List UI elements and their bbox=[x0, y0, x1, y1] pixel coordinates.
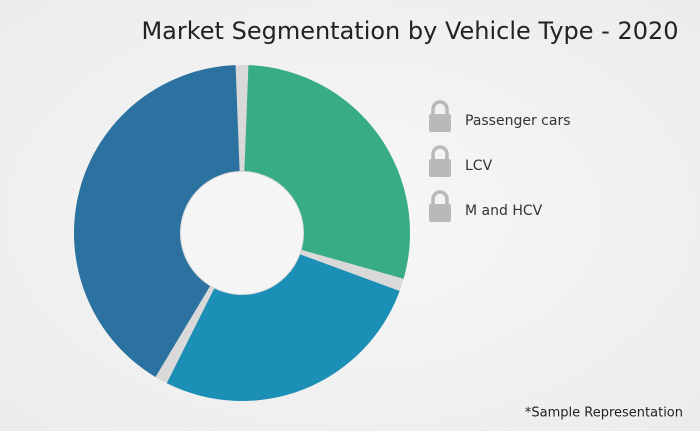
donut-hole bbox=[181, 172, 303, 294]
donut-segment bbox=[166, 254, 400, 401]
note: *Sample Representation bbox=[525, 406, 683, 421]
legend-label: Passenger cars bbox=[465, 113, 571, 129]
chart-title: Market Segmentation by Vehicle Type - 20… bbox=[141, 17, 678, 45]
legend-label: M and HCV bbox=[465, 203, 543, 219]
legend-label: LCV bbox=[465, 158, 493, 174]
donut-segment bbox=[244, 65, 410, 279]
donut-segment bbox=[74, 65, 240, 378]
legend-icons bbox=[429, 100, 451, 222]
